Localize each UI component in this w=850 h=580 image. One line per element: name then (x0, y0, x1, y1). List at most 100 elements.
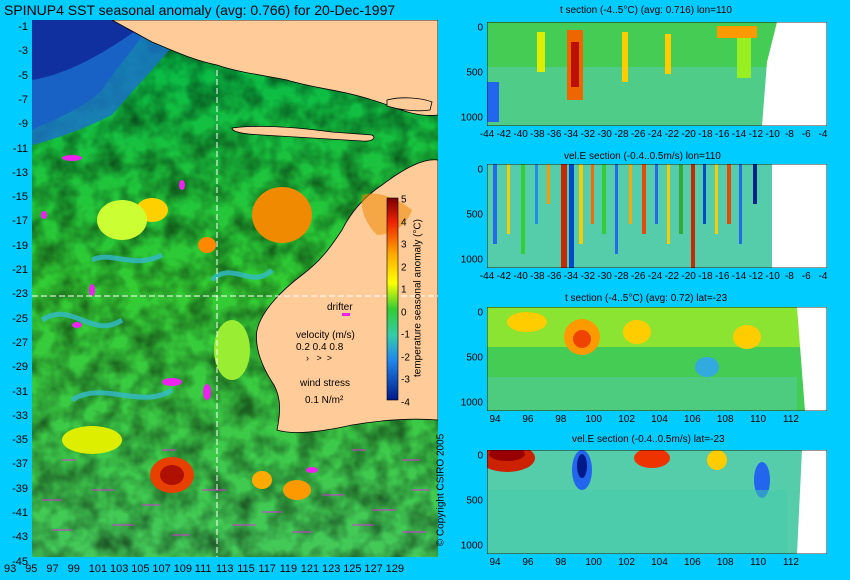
lat-tick-label: -17 (12, 215, 28, 228)
lon-tick-label: 115 (237, 563, 255, 575)
p3-x-tick-label: 102 (618, 414, 635, 425)
p4-x-tick-label: 104 (651, 557, 668, 568)
p2-x-tick-label: -28 (614, 271, 629, 282)
p1-x-tick-label: -8 (784, 129, 794, 140)
p4-y-tick-label: 0 (477, 450, 483, 462)
p2-x-tick-label: -36 (546, 271, 562, 282)
p2-x-tick-label: -44 (479, 271, 495, 282)
p2-x-tick-label: -26 (630, 271, 646, 282)
p1-x-tick-label: -18 (698, 129, 713, 140)
p2-x-tick-label: -6 (801, 271, 811, 282)
lon-tick-label: 121 (300, 563, 320, 575)
colorbar-tick-label: 0 (401, 307, 407, 318)
p2-x-tick-label: -22 (664, 271, 680, 282)
velocity-arrows (42, 449, 430, 536)
panel2-plot[interactable] (487, 164, 827, 268)
map-title: SPINUP4 SST seasonal anomaly (avg: 0.766… (4, 2, 396, 18)
legend-velocity-title: velocity (m/s) (296, 330, 355, 341)
p4-y-tick-label: 500 (466, 495, 483, 507)
lon-tick-label: 111 (194, 563, 212, 575)
lon-tick-label: 117 (258, 563, 276, 575)
p3-x-tick-label: 98 (555, 414, 567, 425)
lat-tick-label: -25 (12, 312, 28, 325)
p1-x-tick-label: -32 (580, 129, 596, 140)
p1-x-tick-label: -28 (614, 129, 629, 140)
lon-tick-label: 107 (152, 563, 171, 575)
lon-tick-label: 105 (131, 563, 150, 575)
p3-y-tick-label: 1000 (460, 397, 483, 409)
lat-tick-label: -29 (12, 361, 28, 374)
p1-x-tick-label: -4 (818, 129, 828, 140)
lon-tick-label: 101 (88, 563, 108, 575)
colorbar-tick-label: 3 (401, 239, 407, 251)
panel3-plot[interactable] (487, 307, 827, 411)
p2-x-tick-label: -20 (681, 271, 696, 282)
lon-tick-label: 113 (216, 563, 234, 575)
p4-x-tick-label: 102 (618, 557, 635, 568)
p2-x-tick-label: -38 (530, 271, 545, 282)
p1-x-tick-label: -44 (479, 129, 495, 140)
panel1-plot[interactable] (487, 22, 827, 126)
p3-y-tick-label: 500 (466, 352, 483, 364)
p2-x-tick-label: -32 (580, 271, 596, 282)
p1-x-tick-label: -24 (647, 129, 663, 140)
p4-x-tick-label: 110 (750, 557, 767, 568)
lon-tick-label: 129 (385, 563, 404, 575)
colorbar-tick-label: 4 (401, 217, 407, 228)
colorbar (386, 197, 399, 401)
p3-x-tick-label: 108 (716, 414, 734, 425)
p1-x-tick-label: -34 (563, 129, 579, 140)
p2-y-tick-label: 500 (466, 209, 483, 221)
p4-x-tick-label: 112 (783, 557, 799, 568)
p2-x-tick-label: -10 (765, 271, 780, 282)
warm-anomaly-blobs (62, 187, 312, 500)
p1-x-tick-label: -6 (801, 129, 811, 140)
p1-y-tick-label: 500 (466, 67, 483, 79)
legend-wind-value: 0.1 N/m² (305, 395, 344, 406)
lat-tick-label: -7 (18, 93, 28, 106)
legend-velocity-arrows: › > > (306, 353, 333, 363)
p2-x-tick-label: -40 (513, 271, 528, 282)
legend-drifter-label: drifter (327, 302, 353, 313)
lon-tick-label: 93 (4, 563, 17, 575)
panel4-title: vel.E section (-0.4..0.5m/s) lat=-23 (572, 434, 725, 445)
p2-x-tick-label: -18 (698, 271, 713, 282)
p3-x-tick-label: 104 (651, 414, 668, 425)
p3-x-tick-label: 94 (489, 414, 501, 425)
p2-x-tick-label: -24 (647, 271, 663, 282)
lat-tick-label: -35 (12, 434, 28, 447)
p4-x-tick-label: 108 (716, 557, 734, 568)
copyright-notice: © Copyright CSIRO 2005 (435, 433, 447, 547)
p1-x-tick-label: -22 (664, 129, 680, 140)
p1-x-tick-label: -36 (546, 129, 562, 140)
colorbar-tick-label: 5 (401, 194, 407, 206)
lat-tick-label: -21 (12, 264, 28, 276)
p4-x-tick-label: 94 (489, 557, 501, 568)
sst-map[interactable] (32, 20, 438, 557)
lat-tick-label: -1 (18, 21, 28, 33)
p2-x-tick-label: -42 (496, 271, 512, 282)
lat-tick-label: -9 (18, 118, 28, 131)
legend-wind-title: wind stress (300, 378, 351, 389)
legend-drifter-marker (342, 313, 350, 316)
lat-tick-label: -33 (12, 409, 28, 422)
p2-y-tick-label: 1000 (460, 254, 483, 266)
p1-x-tick-label: -26 (630, 129, 646, 140)
p4-y-tick-label: 1000 (460, 540, 483, 552)
lon-tick-label: 97 (46, 563, 59, 575)
colorbar-tick-label: -3 (401, 374, 410, 386)
lat-tick-label: -11 (12, 142, 28, 155)
p1-x-tick-label: -30 (597, 129, 612, 140)
panel4-plot[interactable] (487, 450, 827, 554)
p3-x-tick-label: 100 (585, 414, 602, 425)
p2-x-tick-label: -4 (818, 271, 828, 282)
landmass-indonesia (111, 20, 438, 142)
p4-x-tick-label: 100 (585, 557, 602, 568)
p1-x-tick-label: -20 (681, 129, 696, 140)
p2-x-tick-label: -16 (714, 271, 730, 282)
p2-x-tick-label: -12 (748, 271, 764, 282)
panel3-title: t section (-4..5°C) (avg: 0.72) lat=-23 (565, 293, 728, 304)
p1-x-tick-label: -38 (530, 129, 545, 140)
lat-tick-label: -37 (12, 458, 28, 471)
p2-x-tick-label: -8 (784, 271, 794, 282)
